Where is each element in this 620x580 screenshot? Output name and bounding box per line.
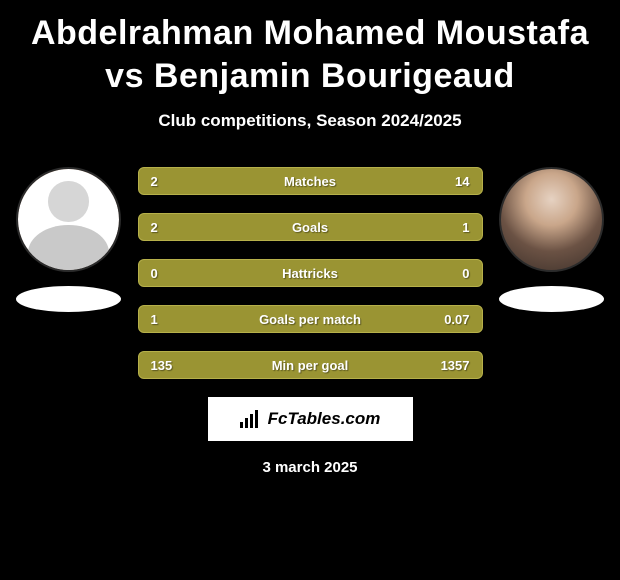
player-left-avatar (16, 167, 121, 272)
stat-row: 1 Goals per match 0.07 (138, 305, 483, 333)
stat-right-value: 0.07 (444, 306, 469, 332)
fctables-logo: FcTables.com (208, 397, 413, 441)
stat-label: Hattricks (282, 266, 338, 281)
bar-chart-icon (240, 410, 262, 428)
comparison-subtitle: Club competitions, Season 2024/2025 (10, 111, 610, 131)
player-left-name-oval (16, 286, 121, 312)
stat-row: 2 Matches 14 (138, 167, 483, 195)
player-right-avatar (499, 167, 604, 272)
stat-label: Goals per match (259, 312, 361, 327)
stat-left-value: 135 (151, 352, 173, 378)
player-right-block (499, 167, 604, 312)
stat-right-value: 1 (462, 214, 469, 240)
stat-left-value: 2 (151, 168, 158, 194)
stat-row: 2 Goals 1 (138, 213, 483, 241)
stat-row: 0 Hattricks 0 (138, 259, 483, 287)
player-right-name-oval (499, 286, 604, 312)
stat-left-value: 2 (151, 214, 158, 240)
stats-table: 2 Matches 14 2 Goals 1 0 Hattricks 0 1 G… (138, 167, 483, 379)
logo-text: FcTables.com (268, 409, 381, 429)
comparison-date: 3 march 2025 (10, 459, 610, 476)
stat-right-value: 14 (455, 168, 469, 194)
stat-label: Min per goal (272, 358, 349, 373)
stat-row: 135 Min per goal 1357 (138, 351, 483, 379)
stat-right-value: 1357 (441, 352, 470, 378)
comparison-title: Abdelrahman Mohamed Moustafa vs Benjamin… (10, 12, 610, 97)
stat-left-value: 0 (151, 260, 158, 286)
stat-left-value: 1 (151, 306, 158, 332)
stat-right-value: 0 (462, 260, 469, 286)
stat-label: Goals (292, 220, 328, 235)
stat-label: Matches (284, 174, 336, 189)
player-left-block (16, 167, 121, 312)
